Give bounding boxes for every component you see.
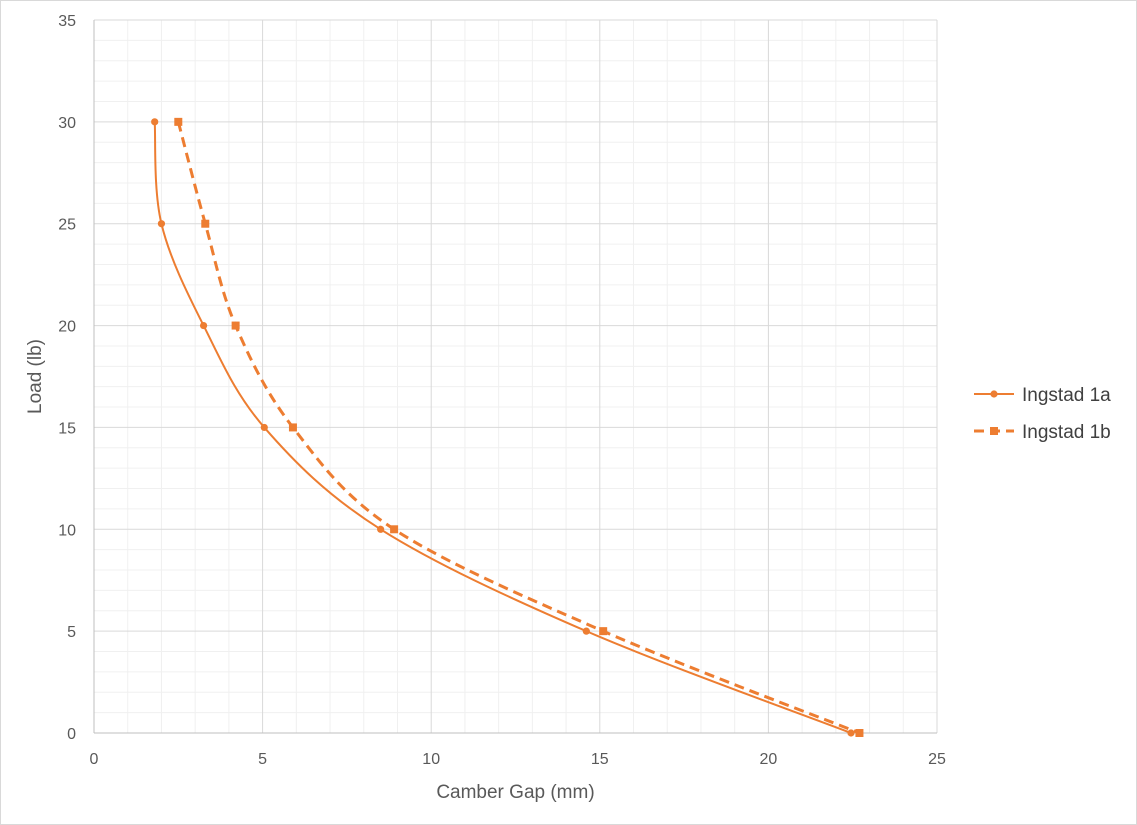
y-tick-label: 30	[58, 115, 76, 132]
legend: Ingstad 1a Ingstad 1b	[974, 385, 1111, 443]
data-point-ingstad-1a	[151, 118, 159, 126]
legend-marker-ingstad-1a	[990, 390, 998, 398]
minor-gridlines	[94, 20, 937, 733]
y-axis-title: Load (lb)	[25, 339, 46, 414]
data-point-ingstad-1a	[377, 525, 385, 533]
x-tick-label: 25	[928, 751, 946, 768]
data-point-ingstad-1a	[199, 321, 208, 330]
y-tick-label: 25	[58, 217, 76, 234]
legend-entry-ingstad-1a: Ingstad 1a	[974, 385, 1111, 406]
data-point-ingstad-1b	[288, 423, 297, 432]
data-point-ingstad-1a	[157, 220, 166, 228]
legend-label-ingstad-1a: Ingstad 1a	[1022, 385, 1111, 406]
tick-labels: 0 5 10 15 20 25 0 5 10 15 20 25 30 35	[58, 13, 946, 768]
series-ingstad-1b	[174, 117, 864, 737]
data-point-ingstad-1b	[174, 117, 183, 126]
legend-entry-ingstad-1b: Ingstad 1b	[974, 422, 1111, 443]
series-line-ingstad-1b	[176, 121, 860, 735]
x-tick-label: 5	[258, 751, 267, 768]
legend-marker-ingstad-1b	[990, 427, 998, 435]
x-tick-label: 0	[90, 751, 99, 768]
x-axis-title: Camber Gap (mm)	[436, 782, 594, 803]
y-tick-label: 35	[58, 13, 76, 30]
y-tick-label: 20	[58, 319, 76, 336]
series-ingstad-1a	[151, 118, 855, 737]
series-layer	[151, 117, 864, 737]
y-tick-label: 10	[58, 522, 76, 539]
y-tick-label: 15	[58, 420, 76, 437]
y-tick-label: 5	[67, 624, 76, 641]
data-point-ingstad-1a	[582, 627, 590, 635]
series-line-ingstad-1a	[153, 121, 852, 734]
data-point-ingstad-1b	[855, 729, 864, 737]
data-point-ingstad-1b	[201, 219, 210, 228]
x-tick-label: 10	[422, 751, 440, 768]
x-tick-label: 20	[760, 751, 778, 768]
legend-label-ingstad-1b: Ingstad 1b	[1022, 422, 1111, 443]
x-tick-label: 15	[591, 751, 609, 768]
data-point-ingstad-1a	[847, 729, 855, 737]
major-gridlines	[94, 19, 938, 733]
data-point-ingstad-1b	[231, 321, 240, 330]
data-point-ingstad-1a	[260, 423, 268, 432]
plot-axes	[93, 20, 937, 734]
data-point-ingstad-1b	[390, 525, 399, 534]
data-point-ingstad-1b	[599, 627, 608, 636]
y-tick-label: 0	[67, 726, 76, 743]
